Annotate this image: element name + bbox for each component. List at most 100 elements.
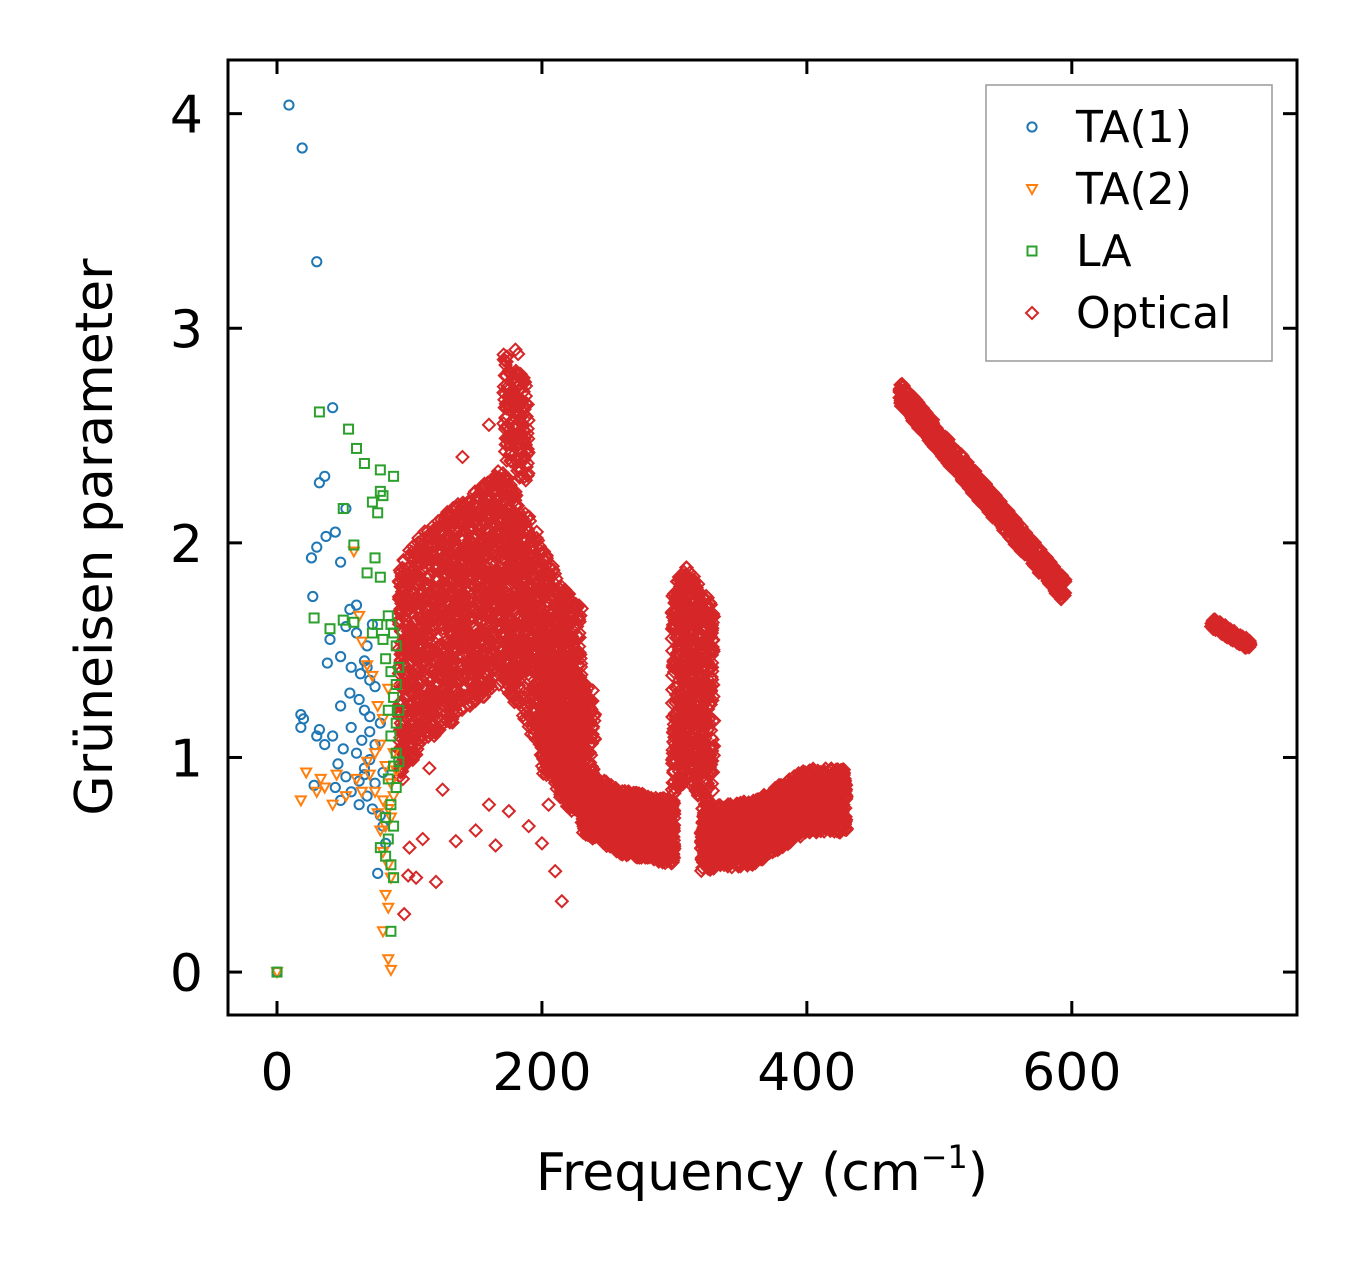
data-point: [455, 500, 471, 516]
data-point: [531, 625, 547, 641]
data-point: [571, 625, 587, 641]
data-point: [442, 639, 458, 655]
data-point: [459, 536, 475, 552]
data-point: [428, 592, 443, 608]
data-point: [494, 639, 510, 655]
data-point: [540, 564, 556, 580]
data-point: [468, 490, 483, 506]
data-point: [506, 690, 521, 706]
data-point: [470, 685, 486, 700]
data-point: [451, 628, 466, 644]
data-point: [479, 628, 495, 644]
data-point: [546, 583, 562, 599]
data-point: [493, 584, 509, 600]
data-point: [442, 520, 458, 536]
data-point: [508, 535, 524, 551]
data-point: [518, 615, 534, 631]
data-point: [550, 626, 566, 642]
data-point: [504, 554, 520, 570]
data-point: [542, 559, 557, 574]
data-point: [516, 435, 532, 450]
data-point: [557, 624, 572, 640]
data-point: [396, 590, 412, 606]
data-point: [442, 623, 458, 639]
data-point: [402, 675, 418, 691]
data-point: [488, 532, 504, 548]
data-point: [500, 471, 516, 486]
data-point: [427, 685, 443, 701]
data-point: [454, 603, 470, 619]
series-optical: [391, 342, 1258, 922]
data-point: [507, 492, 523, 508]
data-point: [463, 509, 479, 524]
data-point: [504, 588, 520, 604]
data-point: [461, 551, 477, 567]
data-point: [475, 665, 491, 681]
data-point: [491, 500, 507, 516]
data-point: [527, 609, 543, 624]
data-point: [557, 594, 573, 610]
data-point: [544, 607, 560, 622]
data-point: [573, 656, 589, 671]
data-point: [511, 570, 527, 586]
data-point: [506, 694, 522, 710]
data-point: [516, 398, 532, 414]
data-point: [393, 726, 409, 741]
data-point: [437, 695, 453, 710]
data-point: [498, 654, 514, 670]
data-point: [450, 622, 466, 638]
data-point: [407, 547, 423, 563]
data-point: [481, 675, 497, 691]
data-point: [448, 613, 464, 628]
data-point: [510, 463, 525, 479]
data-point: [523, 653, 538, 669]
data-point: [406, 597, 422, 612]
data-point: [438, 660, 454, 676]
data-point: [423, 636, 439, 652]
data-point: [470, 583, 486, 599]
data-point: [397, 618, 413, 634]
data-point: [514, 665, 530, 680]
data-point: [569, 645, 585, 661]
data-point: [551, 639, 566, 655]
data-point: [528, 574, 544, 590]
data-point: [461, 675, 477, 691]
data-point: [514, 563, 530, 579]
data-point: [514, 450, 529, 466]
data-point: [472, 610, 488, 626]
data-point: [446, 510, 462, 526]
data-point: [462, 581, 478, 597]
data-point: [495, 510, 510, 526]
data-point: [505, 670, 521, 686]
data-point: [529, 524, 545, 540]
data-point: [483, 644, 498, 659]
data-point: [503, 610, 518, 626]
data-point: [456, 554, 472, 569]
data-point: [471, 640, 487, 656]
data-point: [465, 685, 481, 701]
data-point: [510, 389, 525, 405]
data-point: [485, 482, 501, 498]
data-point: [446, 539, 462, 555]
data-point: [392, 603, 408, 619]
data-point: [485, 587, 500, 603]
data-point: [394, 569, 410, 584]
data-point: [515, 604, 531, 620]
data-point: [445, 586, 461, 601]
data-point: [476, 551, 492, 567]
data-point: [543, 578, 559, 594]
data-point: [408, 644, 424, 659]
data-point: [426, 621, 442, 637]
data-point: [497, 572, 513, 588]
data-point: [401, 748, 416, 764]
data-point: [467, 539, 483, 555]
data-point: [561, 609, 577, 624]
data-point: [558, 586, 574, 602]
data-point: [406, 703, 422, 719]
data-point: [415, 627, 431, 643]
data-point: [414, 575, 430, 591]
data-point: [502, 512, 517, 528]
data-point: [539, 593, 555, 609]
data-point: [472, 490, 488, 506]
data-point: [424, 586, 440, 601]
